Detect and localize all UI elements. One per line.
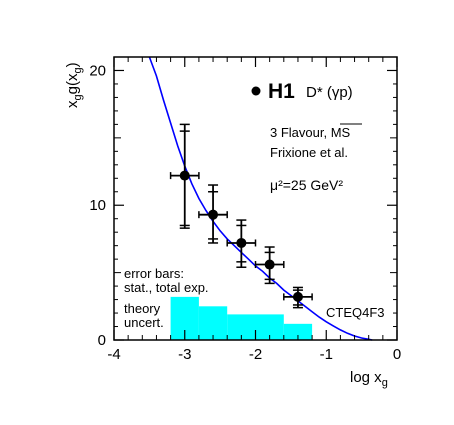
data-marker-3: [264, 259, 275, 270]
data-point-2: [226, 219, 257, 268]
data-point-0: [169, 123, 200, 229]
plot-frame: [113, 56, 398, 341]
theory-band-bin-1: [198, 306, 228, 340]
annotation-errorbars-1: error bars:: [124, 266, 184, 281]
y-axis-label-sub2: g: [72, 67, 84, 73]
annotation-scale: μ²=25 GeV²: [270, 177, 343, 193]
y-axis-label-x: x: [64, 100, 81, 108]
annotation-flavour-text: 3 Flavour, MS: [270, 125, 351, 140]
y-axis-label: xgg(xg): [64, 62, 84, 108]
x-tick-label-1: -3: [178, 346, 191, 363]
data-point-1: [198, 184, 228, 244]
x-tick-label-3: -1: [320, 346, 333, 363]
legend-h1: H1: [268, 80, 295, 103]
y-axis-label-close: ): [64, 62, 81, 67]
x-tick-label-2: -2: [249, 346, 262, 363]
annotation-pdf: CTEQ4F3: [326, 305, 385, 320]
y-axis-label-g: g(x: [64, 73, 81, 94]
y-tick-label-2: 20: [89, 62, 106, 79]
legend-marker: [251, 86, 261, 96]
x-axis-label-sub: g: [382, 377, 388, 389]
data-marker-4: [292, 291, 303, 302]
x-tick-label-4: 0: [393, 346, 401, 363]
theory-band: [170, 296, 313, 340]
annotation-errorbars-2: stat., total exp.: [124, 280, 209, 295]
annotation-frixione: Frixione et al.: [270, 145, 348, 160]
axis-ticks: [113, 56, 398, 341]
legend-process: D* (γp): [306, 84, 353, 101]
axis-tick-labels: -4 -3 -2 -1 0 0 10 20: [89, 62, 401, 363]
x-axis-label: log xg: [350, 369, 388, 389]
data-point-3: [254, 246, 285, 285]
y-tick-label-0: 0: [98, 332, 106, 349]
data-marker-0: [179, 170, 190, 181]
data-points: [169, 123, 313, 309]
theory-band-bin-4: [283, 323, 313, 340]
x-tick-label-0: -4: [107, 346, 120, 363]
data-marker-2: [236, 237, 247, 248]
annotation-theory-2: uncert.: [124, 315, 164, 330]
x-axis-label-main: log x: [350, 369, 382, 386]
annotation-theory-1: theory: [124, 301, 161, 316]
y-tick-label-1: 10: [89, 197, 106, 214]
data-marker-1: [208, 209, 219, 220]
annotation-flavour: 3 Flavour, MS: [270, 125, 351, 140]
y-axis-label-sub1: g: [72, 94, 84, 100]
data-point-4: [283, 286, 313, 309]
